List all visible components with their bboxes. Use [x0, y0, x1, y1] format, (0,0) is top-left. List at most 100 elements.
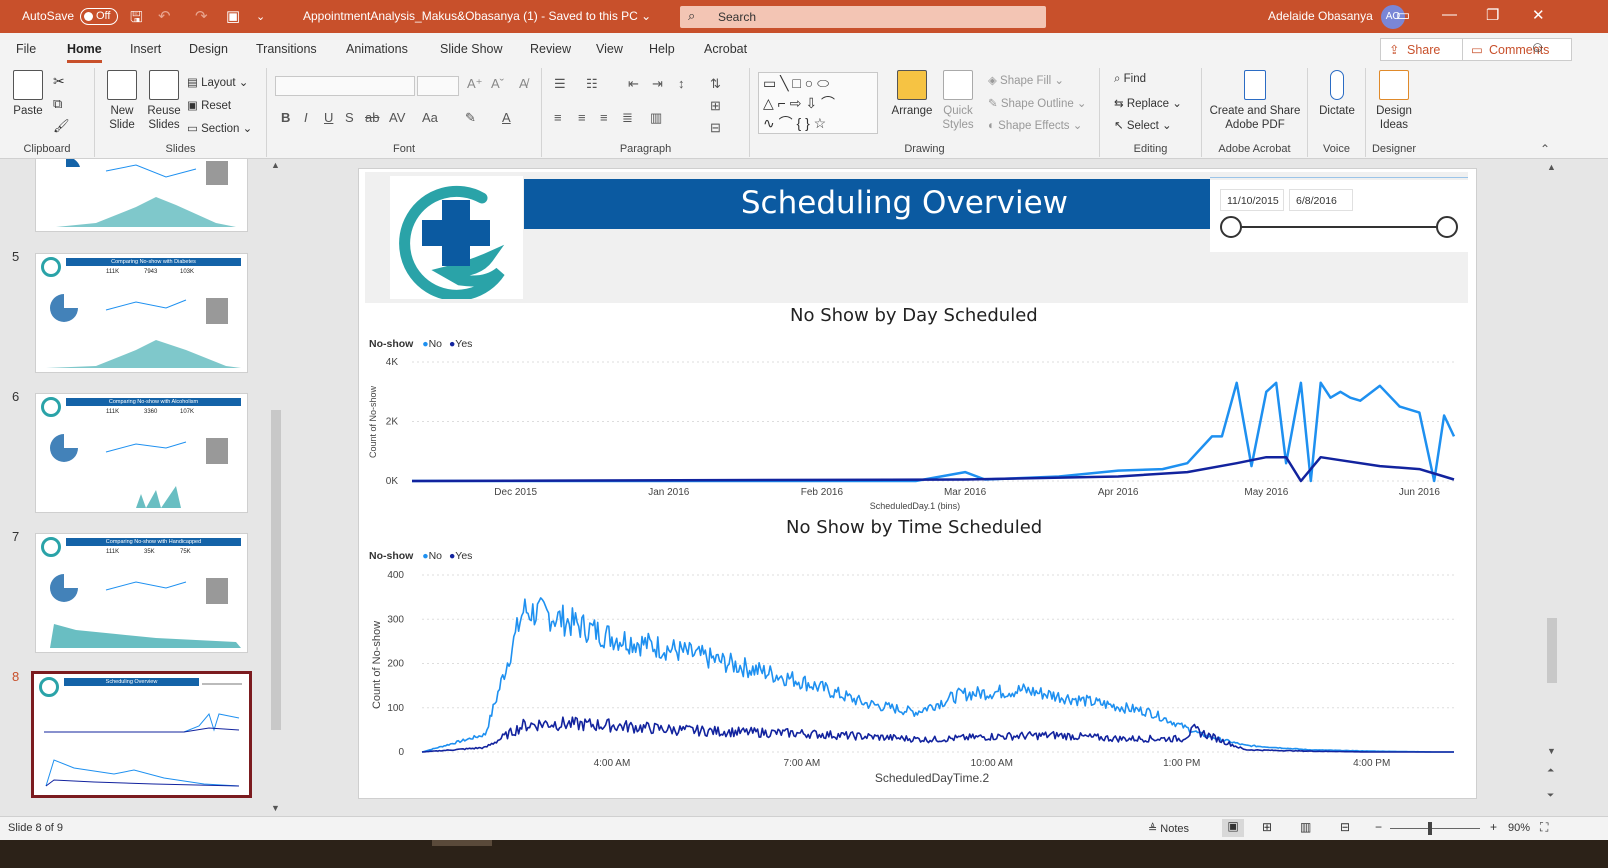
- new-slide-button[interactable]: New Slide: [101, 70, 143, 132]
- ribbon-display-icon[interactable]: ▭: [1396, 7, 1411, 24]
- date-end-input[interactable]: 6/8/2016: [1289, 189, 1353, 211]
- notes-button[interactable]: ≜ Notes: [1148, 822, 1189, 835]
- date-range-slider[interactable]: [1215, 214, 1465, 240]
- slide-scroll-thumb[interactable]: [1547, 618, 1557, 683]
- increase-indent-icon[interactable]: ⇥: [652, 76, 663, 91]
- reuse-slides-button[interactable]: Reuse Slides: [145, 70, 183, 132]
- change-case-icon[interactable]: Aa: [422, 110, 438, 125]
- smiley-icon[interactable]: ☺: [1530, 39, 1546, 56]
- align-text-icon[interactable]: ⊞: [710, 98, 721, 113]
- slide-thumbnail-5[interactable]: Comparing No-show with Diabetes 111K 794…: [35, 253, 248, 373]
- smartart-icon[interactable]: ⊟: [710, 120, 721, 135]
- shape-effects-button[interactable]: ◐ Shape Effects ⌄: [988, 118, 1082, 132]
- create-share-pdf-button[interactable]: Create and Share Adobe PDF: [1206, 70, 1304, 132]
- slideshow-icon[interactable]: ⊟: [1340, 820, 1351, 834]
- restore-icon[interactable]: ❐: [1486, 7, 1500, 24]
- font-color-icon[interactable]: A: [502, 110, 511, 125]
- copy-icon[interactable]: ⧉: [53, 96, 63, 111]
- customize-qa-icon[interactable]: ⌄: [256, 11, 266, 23]
- tab-slide-show[interactable]: Slide Show: [440, 42, 503, 56]
- shapes-gallery[interactable]: ▭ ╲ □ ○ ⬭ △ ⌐ ⇨ ⇩ ⌒ ∿ ⌒ { } ☆: [758, 72, 878, 134]
- slide-thumbnail-4[interactable]: [35, 159, 248, 232]
- avatar[interactable]: AO: [1381, 5, 1405, 29]
- user-name[interactable]: Adelaide Obasanya: [1268, 9, 1373, 23]
- tab-home[interactable]: Home: [67, 42, 102, 63]
- bold-icon[interactable]: B: [281, 110, 291, 125]
- zoom-slider[interactable]: [1390, 828, 1480, 829]
- layout-button[interactable]: ▤ Layout ⌄: [187, 75, 248, 89]
- arrange-button[interactable]: Arrange: [890, 70, 934, 118]
- scroll-down-icon[interactable]: ▼: [271, 803, 280, 813]
- slider-handle-start[interactable]: [1220, 216, 1242, 238]
- comments-button[interactable]: ▭ Comments: [1462, 38, 1572, 61]
- tab-view[interactable]: View: [596, 42, 623, 56]
- dictate-button[interactable]: Dictate: [1314, 70, 1360, 118]
- strikethrough-icon[interactable]: ab: [365, 110, 380, 125]
- date-start-input[interactable]: 11/10/2015: [1220, 189, 1284, 211]
- decrease-indent-icon[interactable]: ⇤: [628, 76, 639, 91]
- tab-animations[interactable]: Animations: [346, 42, 408, 56]
- tab-file[interactable]: File: [16, 42, 37, 56]
- select-button[interactable]: ↖ Select ⌄: [1114, 118, 1172, 132]
- zoom-slider-handle[interactable]: [1428, 822, 1432, 835]
- replace-button[interactable]: ⇆ Replace ⌄: [1114, 96, 1182, 110]
- normal-view-icon[interactable]: ▣: [1222, 819, 1244, 837]
- autosave-toggle[interactable]: Off: [80, 8, 118, 25]
- legend-label-no[interactable]: No: [428, 550, 443, 562]
- section-button[interactable]: ▭ Section ⌄: [187, 121, 252, 135]
- taskbar-app[interactable]: [432, 840, 492, 846]
- tab-transitions[interactable]: Transitions: [256, 42, 317, 56]
- shadow-icon[interactable]: S: [345, 110, 354, 125]
- underline-icon[interactable]: U: [324, 110, 334, 125]
- find-button[interactable]: ⌕ Find: [1114, 73, 1146, 86]
- shrink-font-icon[interactable]: Aˇ: [491, 76, 504, 91]
- slide-thumbnail-7[interactable]: Comparing No-show with Handicapped 111K …: [35, 533, 248, 653]
- zoom-in-icon[interactable]: +: [1490, 820, 1498, 834]
- slide-sorter-icon[interactable]: ⊞: [1262, 820, 1273, 834]
- scroll-up-icon[interactable]: ▲: [271, 160, 280, 170]
- line-spacing-icon[interactable]: ↕: [678, 76, 685, 91]
- design-ideas-button[interactable]: Design Ideas: [1370, 70, 1418, 132]
- highlight-icon[interactable]: ✎: [465, 110, 476, 125]
- present-icon[interactable]: ▣: [226, 8, 241, 25]
- italic-icon[interactable]: I: [304, 110, 308, 125]
- justify-icon[interactable]: ≣: [622, 110, 633, 125]
- text-direction-icon[interactable]: ⇅: [710, 76, 721, 91]
- paste-button[interactable]: Paste: [8, 70, 48, 118]
- grow-font-icon[interactable]: A⁺: [467, 76, 483, 91]
- shape-fill-button[interactable]: ◈ Shape Fill ⌄: [988, 73, 1064, 87]
- slide-thumbnail-8[interactable]: Scheduling Overview: [31, 671, 252, 798]
- share-button[interactable]: ⇪ Share: [1380, 38, 1464, 61]
- tab-review[interactable]: Review: [530, 42, 571, 56]
- next-slide-icon[interactable]: ⏷: [1547, 790, 1555, 800]
- quick-styles-button[interactable]: Quick Styles: [936, 70, 980, 132]
- search-box[interactable]: ⌕ Search: [680, 6, 1046, 28]
- slide-thumbnail-6[interactable]: Comparing No-show with Alcoholism 111K 3…: [35, 393, 248, 513]
- align-left-icon[interactable]: ≡: [554, 110, 562, 125]
- reading-view-icon[interactable]: ▥: [1300, 820, 1312, 834]
- slider-handle-end[interactable]: [1436, 216, 1458, 238]
- slide-scrollbar[interactable]: [1545, 159, 1559, 816]
- minimize-icon[interactable]: —: [1442, 6, 1457, 23]
- thumbnail-scroll-thumb[interactable]: [271, 410, 281, 730]
- legend-label-yes[interactable]: Yes: [455, 338, 473, 350]
- scroll-up-icon[interactable]: ▲: [1547, 162, 1556, 172]
- document-title[interactable]: AppointmentAnalysis_Makus&Obasanya (1) -…: [303, 9, 652, 23]
- bullets-icon[interactable]: ☰: [554, 76, 566, 91]
- fit-slide-icon[interactable]: ⛶: [1540, 820, 1549, 834]
- cut-icon[interactable]: ✂: [53, 73, 65, 89]
- format-painter-icon[interactable]: 🖌: [53, 118, 70, 133]
- close-icon[interactable]: ✕: [1532, 7, 1545, 24]
- shape-outline-button[interactable]: ✎ Shape Outline ⌄: [988, 96, 1087, 110]
- tab-acrobat[interactable]: Acrobat: [704, 42, 748, 56]
- char-spacing-icon[interactable]: AV: [389, 110, 406, 125]
- zoom-out-icon[interactable]: −: [1375, 820, 1383, 834]
- numbering-icon[interactable]: ☷: [586, 76, 598, 91]
- legend-label-yes[interactable]: Yes: [455, 550, 473, 562]
- font-family-select[interactable]: [275, 76, 415, 96]
- align-right-icon[interactable]: ≡: [600, 110, 608, 125]
- reset-button[interactable]: ▣ Reset: [187, 98, 231, 112]
- prev-slide-icon[interactable]: ⏶: [1547, 765, 1555, 775]
- tab-insert[interactable]: Insert: [130, 42, 162, 56]
- chart2-svg[interactable]: 0 100 200 300 400 4:00 AM 7:00 AM 10:00 AM 1:00 …: [362, 565, 1472, 793]
